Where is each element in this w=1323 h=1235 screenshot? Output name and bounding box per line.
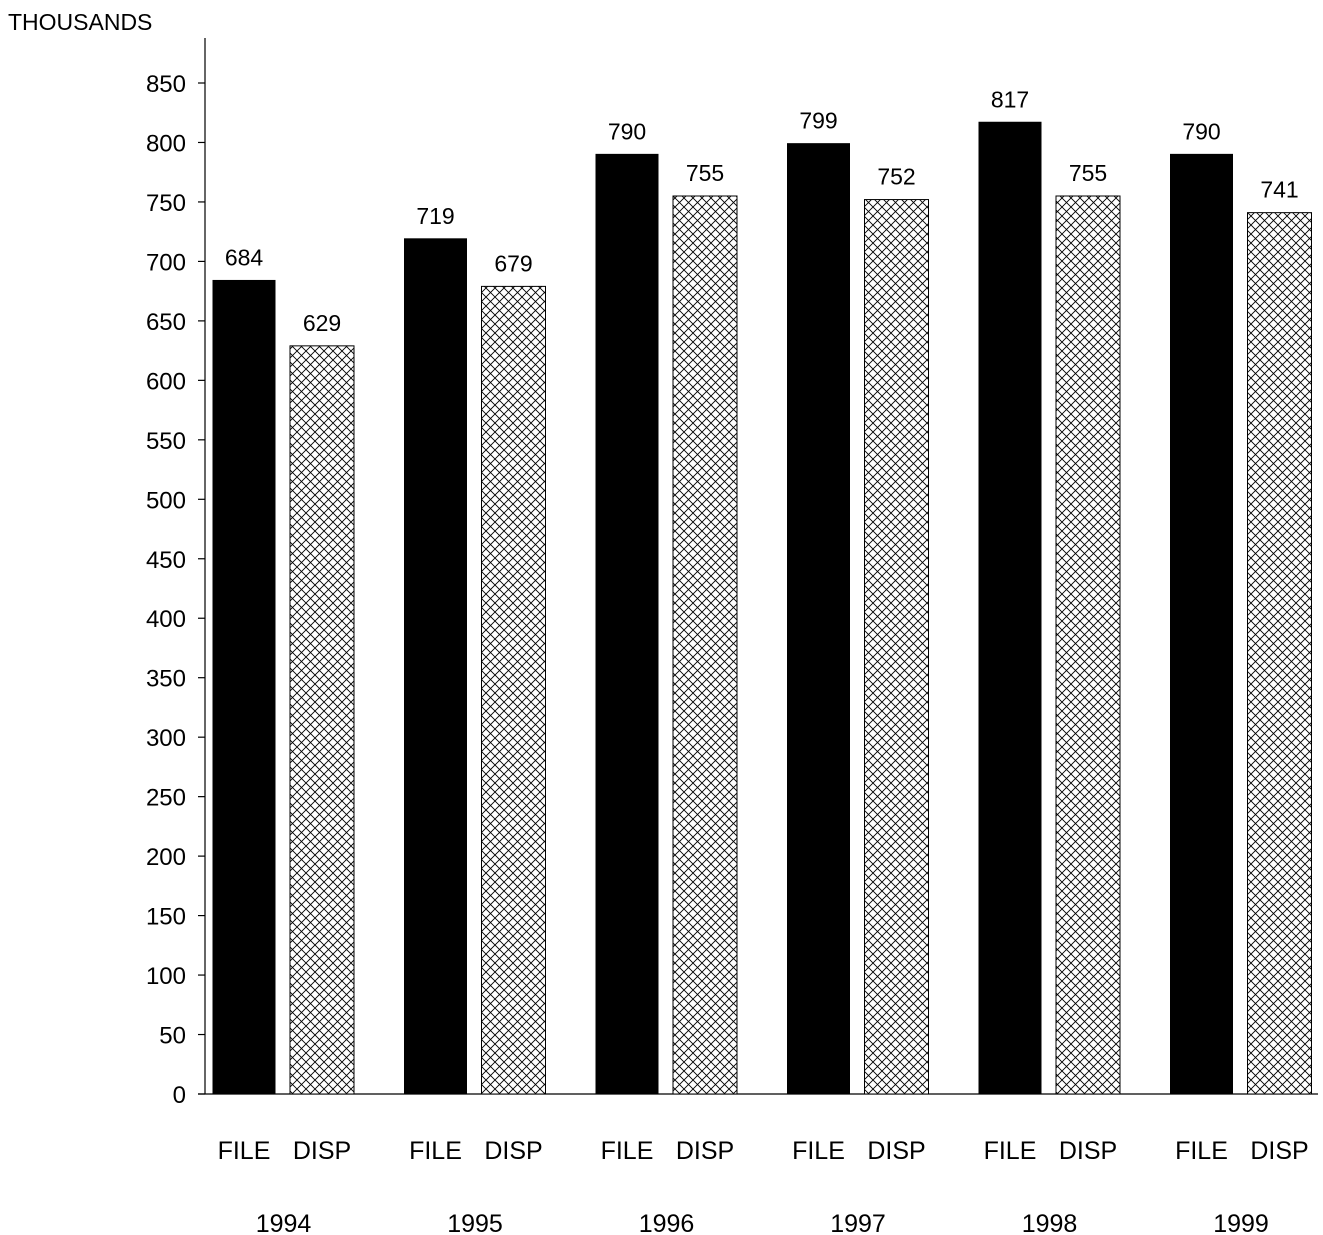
y-tick-label: 850 (146, 71, 186, 98)
y-tick-label: 800 (146, 130, 186, 157)
bar-label-file: FILE (792, 1137, 845, 1165)
bar-label-file: FILE (984, 1137, 1037, 1165)
y-tick-label: 600 (146, 368, 186, 395)
y-tick-label: 350 (146, 666, 186, 693)
y-tick-label: 700 (146, 249, 186, 276)
y-tick-label: 250 (146, 785, 186, 812)
data-label: 755 (686, 160, 724, 186)
bar-label-disp: DISP (676, 1137, 734, 1165)
bar-label-file: FILE (1175, 1137, 1228, 1165)
bar-label-disp: DISP (293, 1137, 351, 1165)
data-label: 679 (494, 250, 532, 276)
bar-disp-1999 (1247, 212, 1312, 1095)
y-axis-title: THOUSANDS (8, 9, 152, 35)
bar-disp-1997 (864, 199, 929, 1095)
bar-label-file: FILE (218, 1137, 271, 1165)
data-label: 719 (416, 203, 454, 229)
y-tick-label: 550 (146, 428, 186, 455)
category-label-1997: 1997 (830, 1210, 886, 1235)
bar-label-file: FILE (601, 1137, 654, 1165)
bar-label-disp: DISP (1250, 1137, 1308, 1165)
bar-file-1998 (978, 121, 1042, 1095)
y-tick-label: 50 (159, 1023, 186, 1050)
bar-disp-1995 (481, 285, 546, 1095)
y-tick-label: 200 (146, 844, 186, 871)
category-label-1994: 1994 (256, 1210, 312, 1235)
data-label: 790 (1182, 118, 1220, 144)
bar-label-disp: DISP (867, 1137, 925, 1165)
bar-file-1995 (404, 238, 467, 1095)
data-label: 629 (303, 310, 341, 336)
y-tick-label: 500 (146, 487, 186, 514)
data-label: 741 (1260, 177, 1298, 203)
data-label: 752 (877, 164, 915, 190)
category-label-1998: 1998 (1022, 1210, 1078, 1235)
data-label: 790 (608, 118, 646, 144)
bar-disp-1994 (289, 345, 355, 1095)
bar-file-1996 (595, 153, 659, 1095)
bar-disp-1998 (1055, 195, 1121, 1095)
data-label: 684 (225, 244, 264, 270)
bar-file-1994 (212, 279, 276, 1095)
data-label: 799 (799, 108, 837, 134)
category-label-1996: 1996 (639, 1210, 695, 1235)
y-tick-label: 0 (173, 1082, 186, 1109)
y-tick-label: 650 (146, 309, 186, 336)
category-label-1995: 1995 (447, 1210, 503, 1235)
y-tick-label: 400 (146, 606, 186, 633)
y-tick-label: 300 (146, 725, 186, 752)
bar-label-file: FILE (409, 1137, 462, 1165)
y-tick-label: 150 (146, 904, 186, 931)
data-label: 755 (1069, 160, 1107, 186)
y-tick-label: 450 (146, 547, 186, 574)
bar-label-disp: DISP (1059, 1137, 1117, 1165)
data-label: 817 (991, 86, 1029, 112)
bar-label-disp: DISP (484, 1137, 542, 1165)
category-label-1999: 1999 (1213, 1210, 1269, 1235)
y-tick-label: 750 (146, 190, 186, 217)
bar-file-1997 (787, 143, 850, 1095)
bar-file-1999 (1170, 153, 1233, 1095)
bar-disp-1996 (672, 195, 738, 1095)
y-tick-label: 100 (146, 963, 186, 990)
